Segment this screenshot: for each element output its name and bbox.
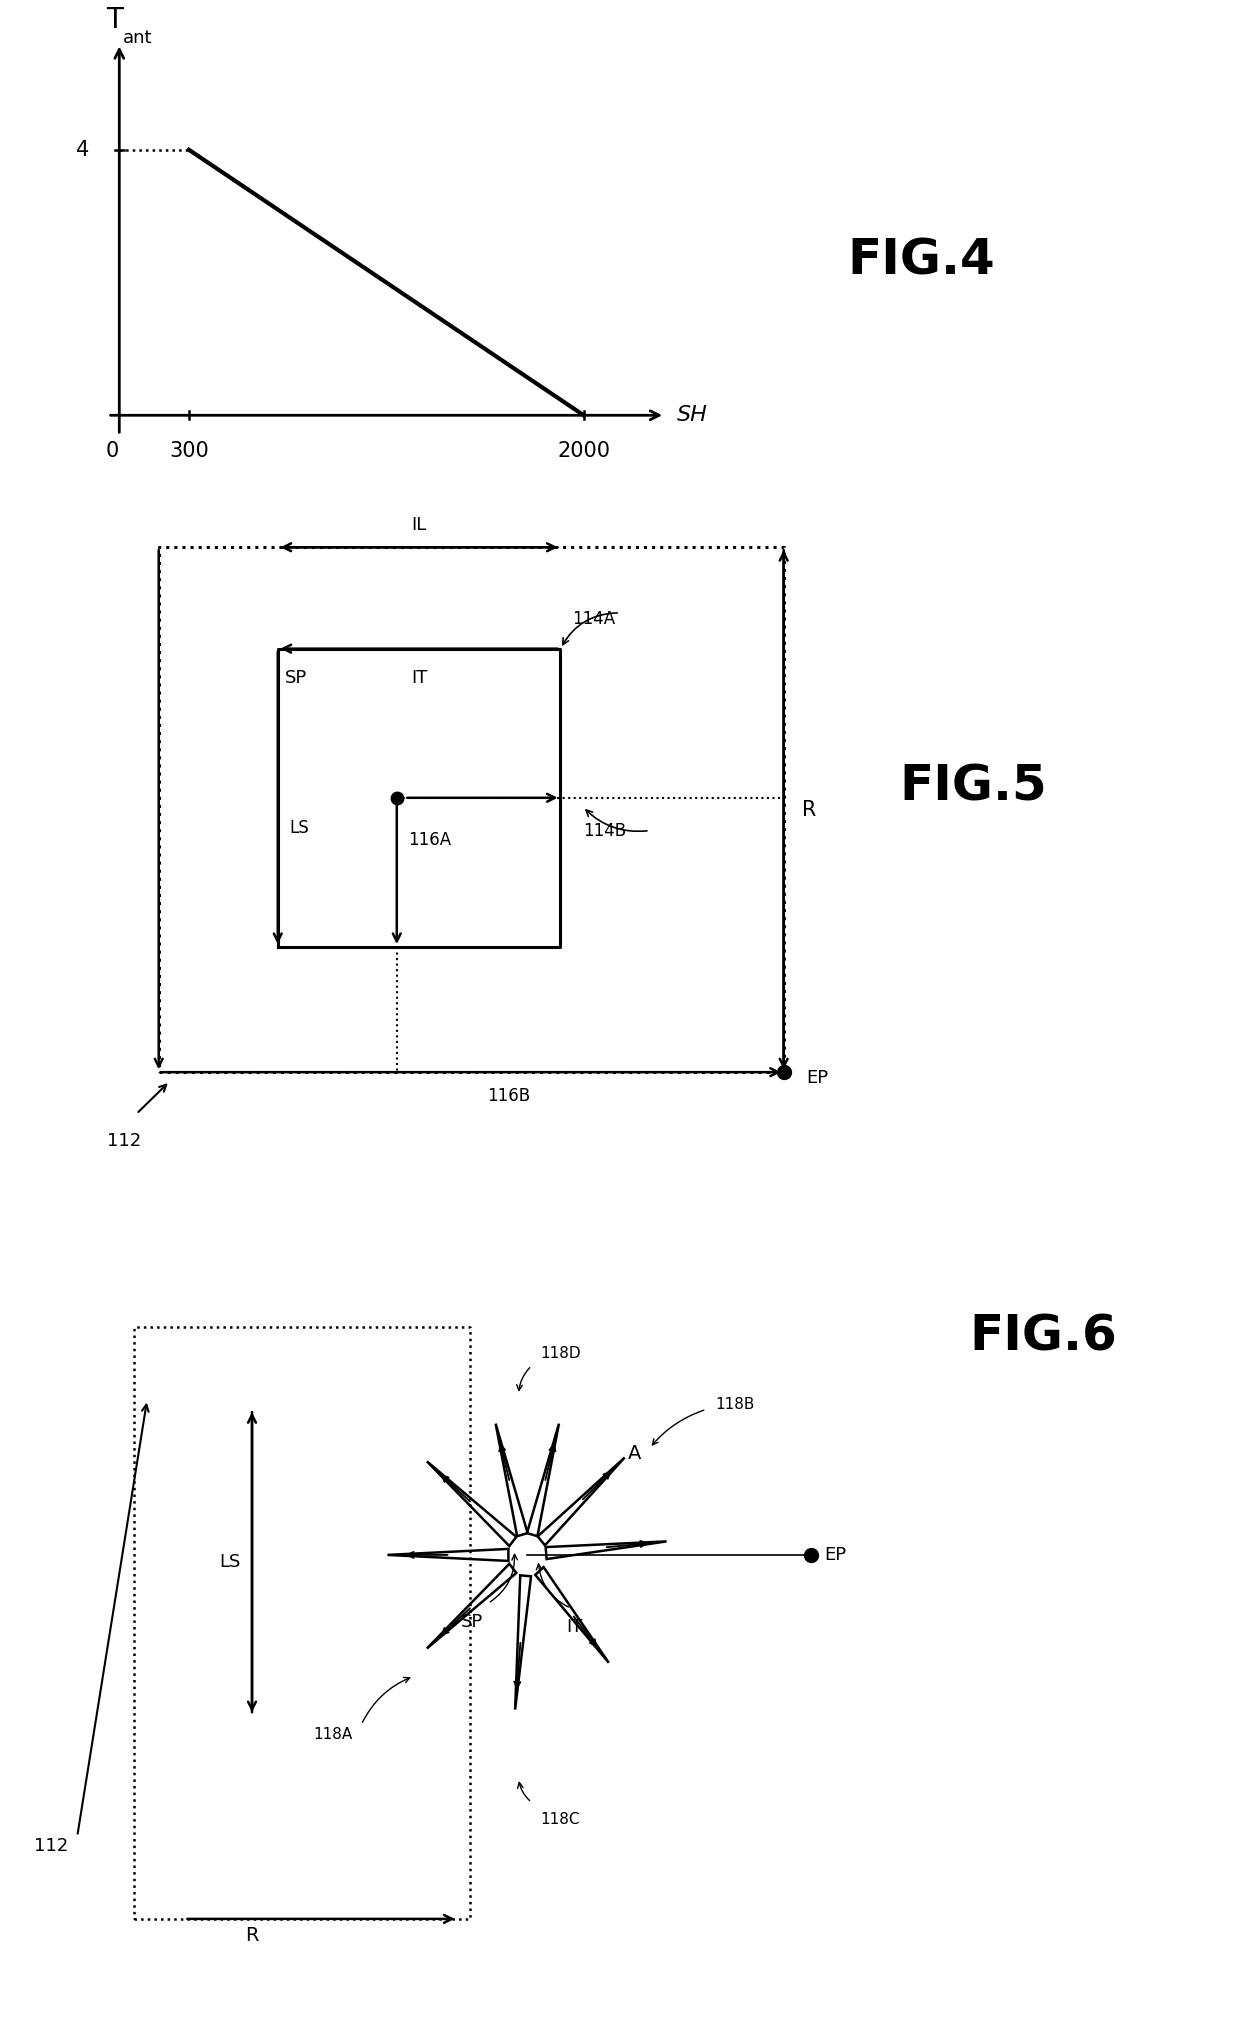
Text: 118D: 118D <box>541 1347 582 1361</box>
Text: 112: 112 <box>35 1838 68 1854</box>
Text: T: T <box>107 6 124 34</box>
Text: 116B: 116B <box>487 1088 529 1106</box>
Text: LS: LS <box>219 1553 241 1571</box>
Text: EP: EP <box>825 1547 847 1563</box>
Text: R: R <box>246 1927 259 1945</box>
Text: LS: LS <box>289 819 309 837</box>
Text: 0: 0 <box>105 441 119 461</box>
Text: 118C: 118C <box>541 1812 580 1828</box>
Text: 114B: 114B <box>583 821 626 839</box>
Text: FIG.4: FIG.4 <box>848 237 996 285</box>
Text: SP: SP <box>461 1614 484 1632</box>
Text: SP: SP <box>285 669 308 687</box>
Text: FIG.6: FIG.6 <box>970 1312 1117 1361</box>
Text: 118B: 118B <box>715 1397 755 1411</box>
Text: 112: 112 <box>107 1132 141 1151</box>
Text: IT: IT <box>412 669 428 687</box>
Text: 300: 300 <box>169 441 208 461</box>
Text: A: A <box>627 1444 641 1462</box>
Text: 4: 4 <box>76 140 89 160</box>
Text: 118A: 118A <box>314 1727 352 1743</box>
Text: 2000: 2000 <box>557 441 610 461</box>
Text: ant: ant <box>123 28 153 47</box>
Text: R: R <box>802 801 817 819</box>
Text: IL: IL <box>412 516 427 534</box>
Text: 114A: 114A <box>572 611 615 627</box>
Text: 116A: 116A <box>408 831 451 849</box>
Text: EP: EP <box>806 1070 828 1088</box>
Text: SH: SH <box>677 404 708 425</box>
Text: IT: IT <box>567 1618 583 1636</box>
Text: FIG.5: FIG.5 <box>899 762 1047 811</box>
